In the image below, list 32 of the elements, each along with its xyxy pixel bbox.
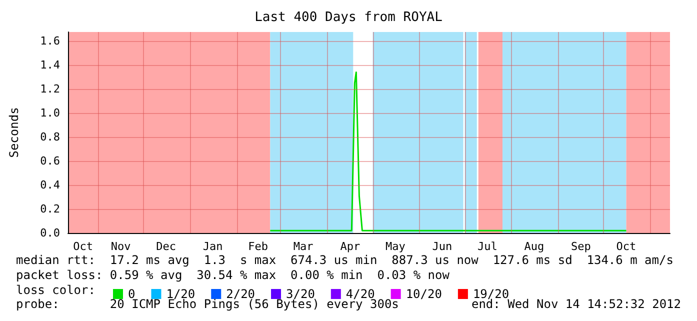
legend-title: loss color:: [16, 283, 96, 297]
legend-label: 3/20: [286, 287, 315, 301]
y-tick-label: 0.4: [40, 178, 60, 192]
text: median rtt: 17.2 ms avg 1.3 s max 674.3 us min 887.3 us now 127.6 ms sd 134.6 m am/s: [16, 253, 674, 267]
text: packet loss: 0.59 % avg 30.54 % max 0.00 % min 0.03 % now: [16, 268, 450, 282]
x-tick-label: Jun: [432, 240, 452, 253]
x-tick-label: Oct: [616, 240, 636, 253]
legend-label: 2/20: [226, 287, 256, 301]
y-tick-label: 1.4: [40, 58, 60, 72]
x-tick-label: Jan: [202, 240, 223, 253]
y-tick-label: 1.6: [40, 34, 60, 48]
y-tick-label: 0.8: [40, 130, 60, 144]
x-tick-label: May: [385, 240, 406, 253]
y-tick-label: 0.0: [40, 226, 60, 240]
legend-label: 10/20: [406, 287, 442, 301]
x-tick-label: Nov: [110, 240, 132, 253]
y-tick-label: 0.6: [40, 154, 60, 168]
x-tick-label: Aug: [524, 240, 544, 253]
y-tick-label: 1.2: [40, 82, 60, 96]
x-tick-label: Dec: [156, 240, 176, 253]
y-tick-label: 1.0: [40, 106, 60, 120]
y-tick-label: 0.2: [40, 202, 60, 216]
x-tick-label: Oct: [73, 240, 94, 253]
y-axis-title: Seconds: [7, 107, 21, 158]
x-tick-label: Mar: [293, 240, 314, 253]
x-tick-label: Jul: [478, 240, 498, 253]
x-tick-label: Sep: [571, 240, 591, 253]
line-series: [269, 71, 627, 232]
x-tick-label: Apr: [340, 240, 360, 253]
legend-label: 1/20: [166, 287, 196, 301]
chart-title: Last 400 Days from ROYAL: [254, 10, 443, 25]
x-tick-label: Feb: [248, 240, 268, 253]
